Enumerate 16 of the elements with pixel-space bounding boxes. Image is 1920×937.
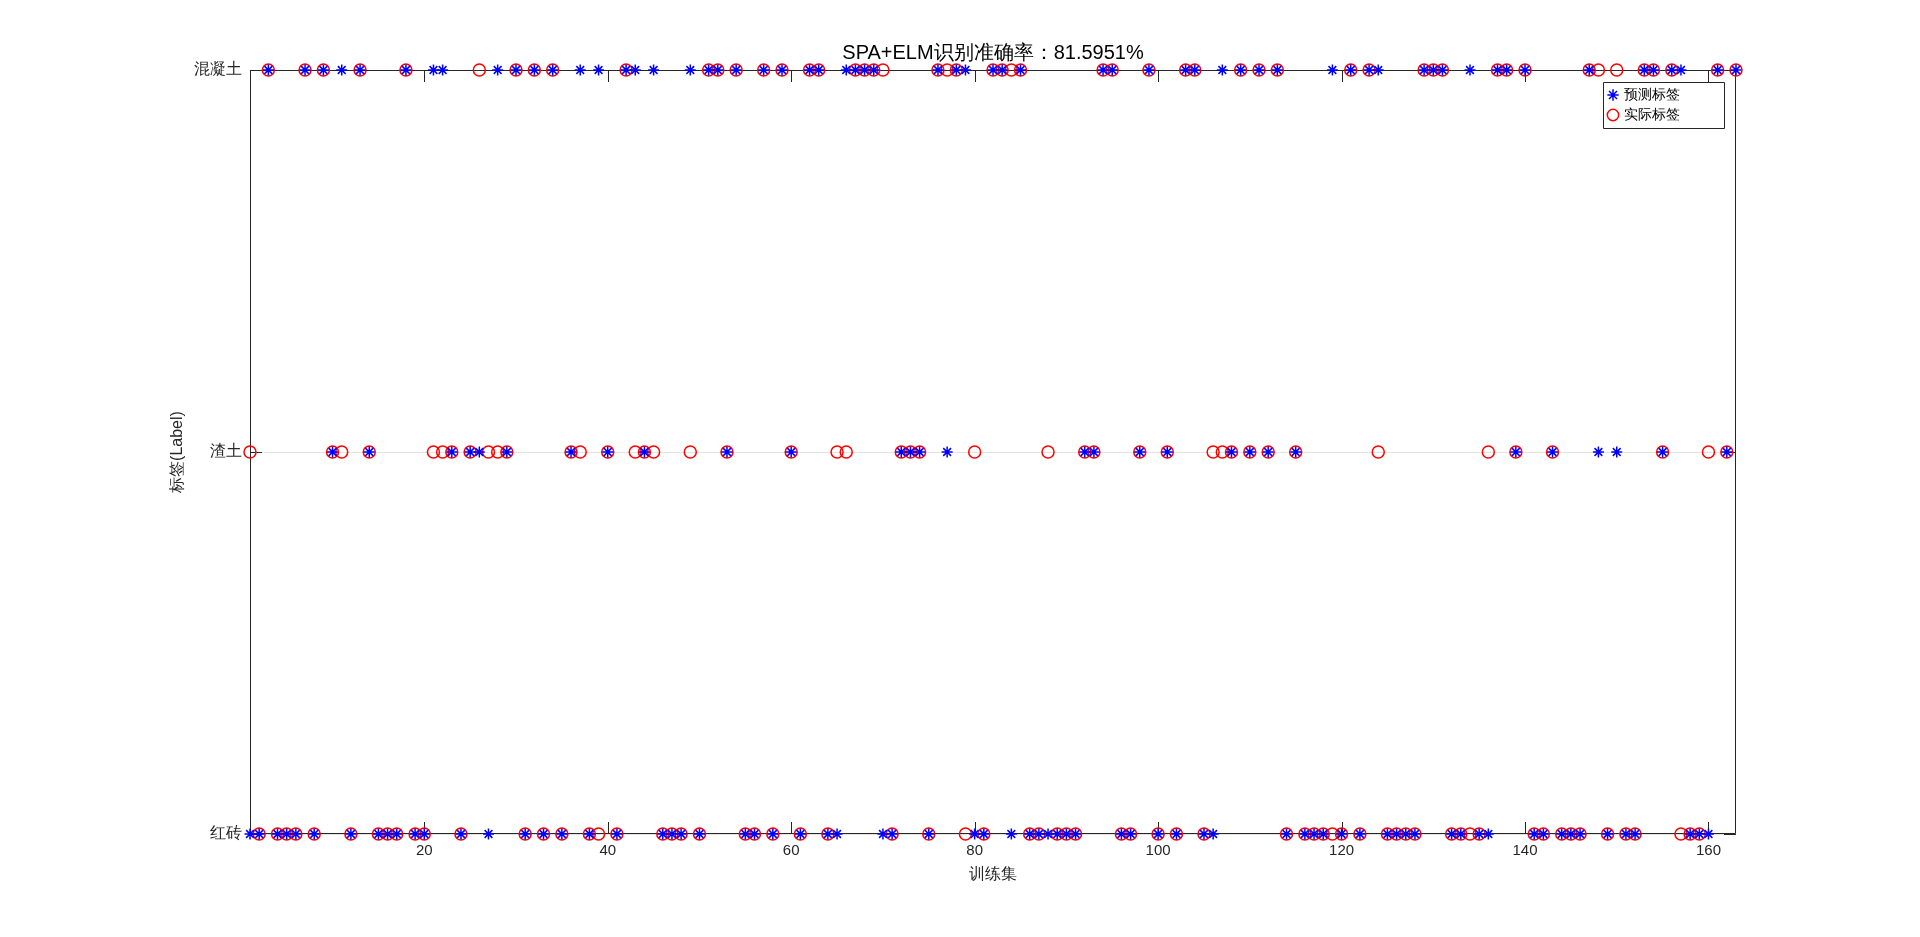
legend-label: 实际标签 — [1624, 105, 1680, 122]
x-tick-label: 20 — [415, 841, 433, 859]
y-tick-label: 混凝土 — [194, 60, 242, 78]
x-tick-label: 100 — [1145, 841, 1171, 859]
x-tick-label: 80 — [966, 841, 983, 859]
y-axis-title: 标签(Label) — [168, 411, 186, 494]
x-tick-label: 60 — [782, 841, 800, 859]
x-tick-label: 140 — [1512, 841, 1538, 859]
chart-title: SPA+ELM识别准确率：81.5951% — [842, 40, 1144, 63]
legend-label: 预测标签 — [1624, 85, 1680, 102]
x-axis-title: 训练集 — [969, 865, 1017, 883]
x-tick-label: 40 — [599, 841, 617, 859]
y-tick-label: 渣土 — [210, 442, 242, 460]
y-tick-label: 红砖 — [210, 824, 242, 842]
x-tick-label: 160 — [1695, 841, 1721, 859]
x-tick-label: 120 — [1329, 841, 1355, 859]
